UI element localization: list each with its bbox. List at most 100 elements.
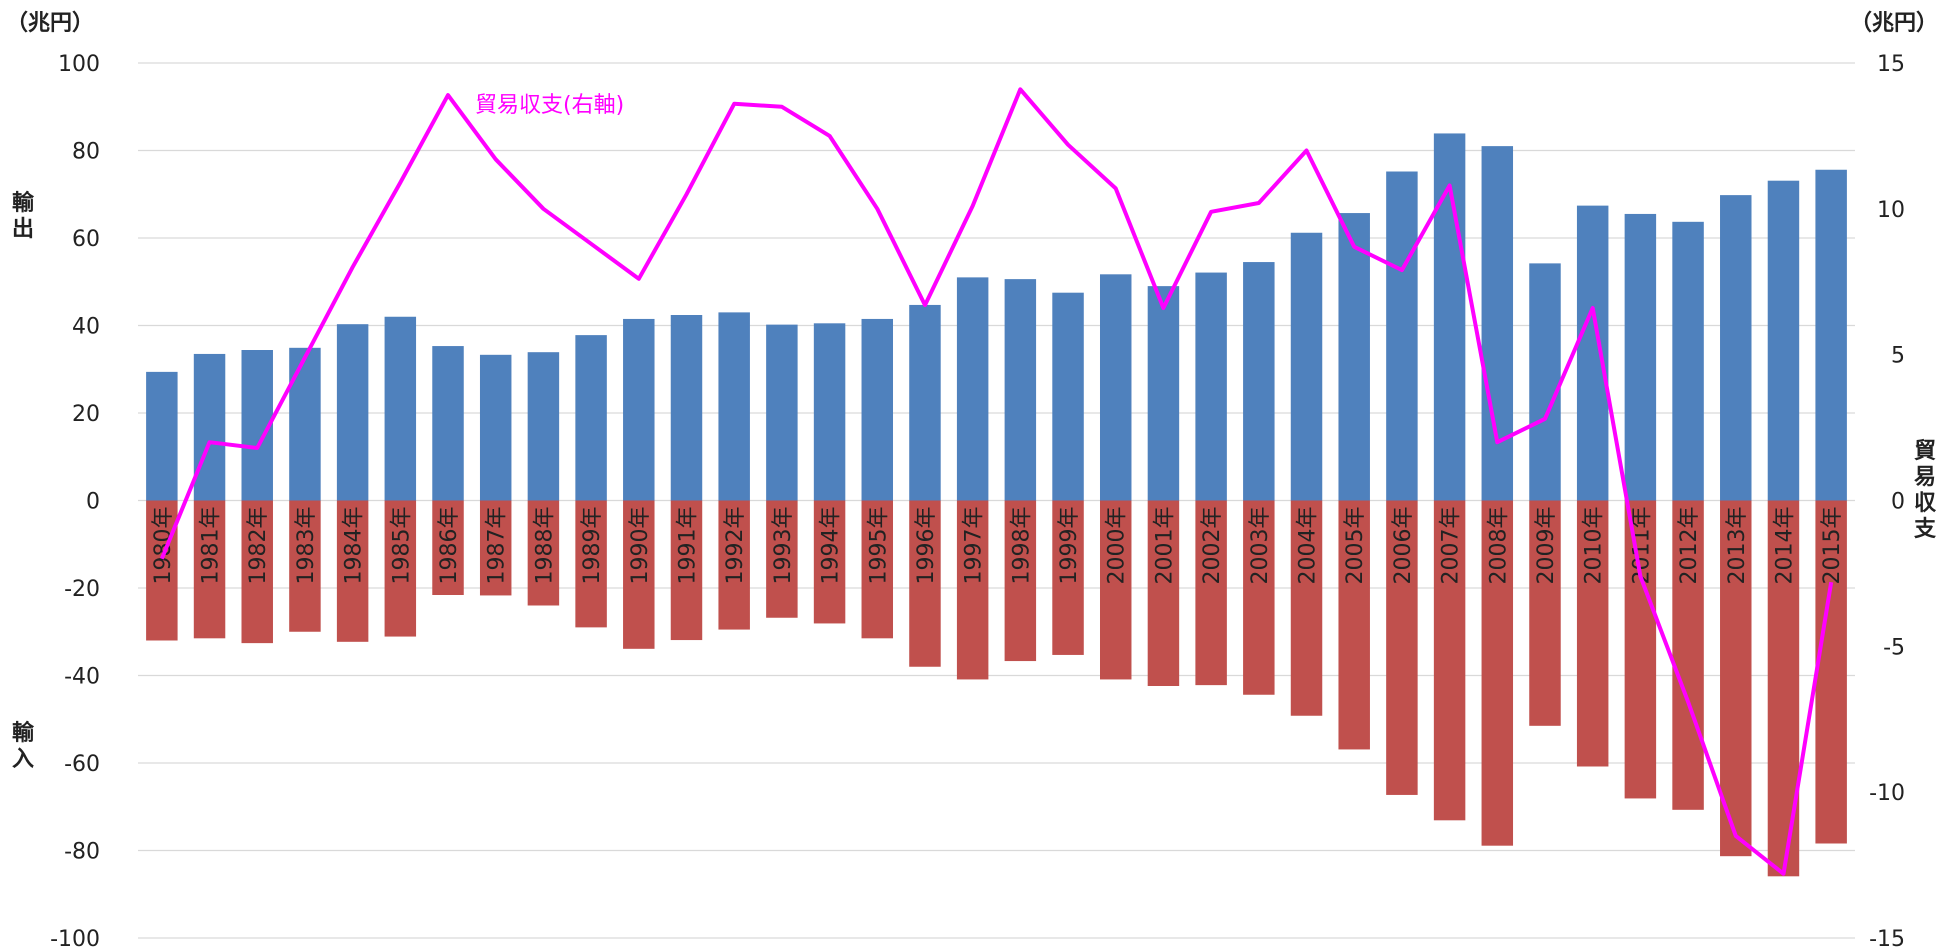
left-axis-label-import: 輸入 [12, 720, 35, 772]
import-bar [527, 500, 560, 606]
import-bar [766, 500, 798, 618]
year-label: 2000年 [1105, 507, 1130, 585]
import-bar [575, 500, 607, 628]
year-label: 1992年 [723, 507, 748, 585]
right-tick-label: -10 [1869, 781, 1905, 806]
export-bar [623, 318, 655, 501]
import-bar [1290, 500, 1323, 716]
year-label: 1995年 [866, 507, 891, 585]
year-label: 2007年 [1439, 507, 1464, 585]
right-axis-label: 貿易収支 [1914, 439, 1937, 542]
left-tick-label: 20 [72, 402, 100, 427]
right-tick-label: 5 [1891, 344, 1905, 369]
export-bar [1815, 169, 1847, 501]
export-bar [956, 277, 989, 501]
import-bar [1624, 500, 1657, 799]
export-bar [336, 324, 369, 501]
export-bar [1767, 180, 1800, 501]
left-tick-label: 80 [72, 140, 100, 165]
right-axis-ticks: 15 10 5 0 -5 -10 -15 [1869, 52, 1905, 951]
export-bar [146, 371, 178, 501]
year-label: 1991年 [675, 507, 700, 585]
left-tick-label: 100 [58, 52, 100, 77]
right-unit-label: （兆円） [1850, 11, 1938, 36]
import-bar [1672, 500, 1704, 810]
import-bar [956, 500, 989, 680]
year-label: 2010年 [1582, 507, 1607, 585]
year-label: 1993年 [771, 507, 796, 585]
year-label: 2009年 [1534, 507, 1559, 585]
year-label: 2003年 [1248, 507, 1273, 585]
right-tick-label: 0 [1891, 490, 1905, 515]
export-bar [1720, 195, 1752, 501]
left-axis-ticks: 100 80 60 40 20 0 -20 -40 -60 -80 -100 [50, 52, 100, 951]
import-bar [1052, 500, 1084, 655]
import-bar [1099, 500, 1132, 680]
import-bar [479, 500, 512, 596]
left-tick-label: 0 [86, 490, 100, 515]
year-label: 1997年 [962, 507, 987, 585]
left-tick-label: 40 [72, 315, 100, 340]
import-bar [1433, 500, 1466, 821]
left-tick-label: -100 [50, 927, 100, 951]
balance-line-layer [159, 87, 1834, 876]
year-label: 1981年 [199, 507, 224, 585]
right-tick-label: -15 [1869, 927, 1905, 951]
export-bar [193, 353, 226, 501]
export-bar [1481, 146, 1514, 501]
balance-line [159, 87, 1834, 876]
year-label: 1996年 [914, 507, 939, 585]
import-bar [1481, 500, 1514, 846]
import-bar [1195, 500, 1227, 686]
balance-line-label: 貿易収支(右軸) [475, 93, 624, 118]
gridlines [138, 62, 1855, 939]
year-label: 1986年 [437, 507, 462, 585]
import-bar [432, 500, 464, 595]
import-bars [146, 500, 1847, 877]
import-bar [289, 500, 321, 632]
year-label: 1982年 [246, 507, 271, 585]
export-bar [1672, 221, 1704, 501]
right-tick-label: 10 [1877, 198, 1905, 223]
export-bars [146, 133, 1847, 501]
export-bar [1529, 263, 1561, 501]
year-label: 2002年 [1200, 507, 1225, 585]
year-label: 2013年 [1725, 507, 1750, 585]
import-bar [1243, 500, 1275, 695]
year-label: 1989年 [580, 507, 605, 585]
year-label: 2012年 [1677, 507, 1702, 585]
year-label: 2005年 [1343, 507, 1368, 585]
import-bar [1720, 500, 1752, 857]
export-bar [1290, 232, 1323, 501]
import-bar [1576, 500, 1609, 767]
export-bar [1195, 272, 1227, 501]
year-label: 2001年 [1152, 507, 1177, 585]
year-label: 1983年 [294, 507, 319, 585]
import-bar [1529, 500, 1561, 726]
year-labels: 1980年 1981年 1982年 1983年 1984年 1985年 1986年 1987年… [151, 507, 1845, 585]
left-tick-label: 60 [72, 227, 100, 252]
export-bar [670, 315, 703, 501]
export-bar [1052, 292, 1084, 501]
export-bar [718, 312, 750, 501]
export-bar [813, 323, 846, 501]
import-bar [1815, 500, 1847, 844]
year-label: 2014年 [1772, 507, 1797, 585]
export-bar [1624, 213, 1657, 501]
export-bar [1243, 262, 1275, 501]
left-tick-label: -60 [64, 752, 100, 777]
import-bar [909, 500, 941, 667]
export-bar [1576, 205, 1609, 501]
import-bar [336, 500, 369, 642]
left-tick-label: -40 [64, 665, 100, 690]
left-axis-label-export: 輸出 [12, 190, 35, 242]
right-tick-label: 15 [1877, 52, 1905, 77]
year-label: 1990年 [628, 507, 653, 585]
export-bar [289, 347, 321, 501]
year-label: 2008年 [1486, 507, 1511, 585]
export-bar [432, 346, 464, 501]
export-bar [575, 335, 607, 501]
export-bar [766, 324, 798, 501]
export-bar [909, 304, 941, 501]
